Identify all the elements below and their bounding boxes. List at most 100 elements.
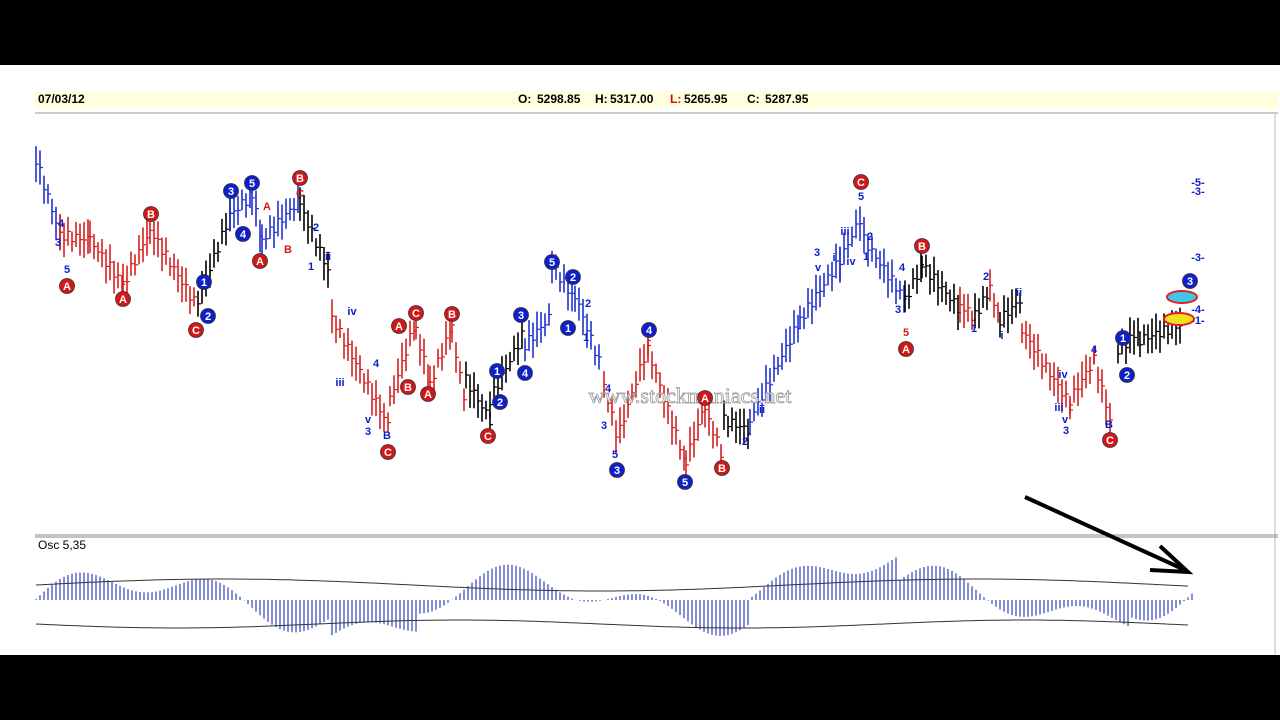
wave-circle (223, 183, 239, 199)
wave-circle (677, 474, 693, 490)
wave-label: iv (846, 256, 856, 268)
wave-circle (420, 386, 436, 402)
osc-label: Osc 5,35 (38, 538, 86, 552)
wave-label: 5 (64, 264, 70, 276)
wave-circle (444, 306, 460, 322)
wave-label: A (256, 256, 264, 268)
osc-signal (35, 619, 1189, 629)
wave-label: A (902, 344, 910, 356)
wave-circle (697, 390, 713, 406)
wave-label: 1 (1120, 333, 1126, 345)
wave-label: 1 (494, 366, 500, 378)
wave-circle (292, 170, 308, 186)
close: 5287.95 (765, 92, 809, 106)
wave-label: 5 (612, 449, 618, 461)
low-label: L: (670, 92, 681, 106)
wave-label: 3 (814, 247, 820, 259)
wave-label: 1 (201, 277, 207, 289)
wave-label: B (404, 382, 412, 394)
wave-label: A (263, 201, 271, 213)
wave-circle (252, 253, 268, 269)
wave-label: v (365, 414, 372, 426)
wave-label: 4 (373, 358, 380, 370)
wave-label: ii (759, 404, 765, 416)
wave-label: B (383, 430, 391, 442)
wave-circle (143, 206, 159, 222)
wave-label: 3 (228, 186, 234, 198)
header-bar (35, 91, 1278, 109)
wave-circle (544, 254, 560, 270)
wave-label: 3 (895, 304, 901, 316)
wave-circle (115, 291, 131, 307)
wave-label: 4 (58, 218, 65, 230)
wave-label: -4- (1191, 304, 1205, 316)
wave-circle (196, 274, 212, 290)
wave-circle (480, 428, 496, 444)
wave-circle (1102, 432, 1118, 448)
wave-label: ii (1016, 287, 1022, 299)
wave-label: C (1106, 435, 1114, 447)
wave-circle (391, 318, 407, 334)
wave-circle (1119, 367, 1135, 383)
wave-label: C (296, 188, 304, 200)
wave-circle (714, 460, 730, 476)
wave-label: 3 (1187, 276, 1193, 288)
wave-label: 4 (899, 262, 906, 274)
wave-circle (400, 379, 416, 395)
wave-label: C (412, 308, 420, 320)
wave-label: 4 (522, 368, 529, 380)
wave-circle (641, 322, 657, 338)
wave-label: 4 (646, 325, 653, 337)
wave-label: 3 (601, 420, 607, 432)
wave-label: ii (325, 251, 331, 263)
wave-label: 2 (1124, 370, 1130, 382)
wave-label: 1 (863, 251, 869, 263)
wave-label: B (296, 173, 304, 185)
wave-circle (492, 394, 508, 410)
wave-label: -3- (1191, 252, 1205, 264)
wave-label: C (192, 325, 200, 337)
wave-label: -5- (1191, 177, 1205, 189)
wave-circle (235, 226, 251, 242)
wave-circle (565, 269, 581, 285)
wave-label: 1 (971, 323, 977, 335)
wave-label: 2 (497, 397, 503, 409)
target-marker (1163, 312, 1195, 326)
target-marker (1166, 290, 1198, 304)
wave-circle (560, 320, 576, 336)
wave-label: 3 (1063, 425, 1069, 437)
arrow (1024, 495, 1186, 572)
wave-circle (914, 238, 930, 254)
wave-circle (244, 175, 260, 191)
wave-label: A (424, 389, 432, 401)
wave-label: 1 (308, 261, 314, 273)
wave-circle (188, 322, 204, 338)
high-label: H: (595, 92, 608, 106)
wave-label: B (284, 244, 292, 256)
wave-circle (517, 365, 533, 381)
wave-label: A (395, 321, 403, 333)
wave-label: 3 (518, 310, 524, 322)
wave-circle (898, 341, 914, 357)
wave-label: 3 (55, 237, 61, 249)
wave-label: C (384, 447, 392, 459)
wave-label: B (448, 309, 456, 321)
wave-label: B (147, 209, 155, 221)
wave-label: C (484, 431, 492, 443)
wave-label: B (918, 241, 926, 253)
wave-label: 2 (313, 222, 319, 234)
wave-circle (1115, 330, 1131, 346)
wave-label: B (1105, 419, 1113, 431)
wave-label: 2 (585, 298, 591, 310)
wave-label: v (815, 262, 822, 274)
wave-label: 5 (249, 178, 255, 190)
wave-circle (853, 174, 869, 190)
wave-label: A (701, 393, 709, 405)
wave-label: 2 (742, 436, 748, 448)
wave-label: 4 (1091, 344, 1098, 356)
wave-label: -3- (1191, 186, 1205, 198)
wave-label: 1 (583, 332, 589, 344)
wave-label: 2 (205, 311, 211, 323)
